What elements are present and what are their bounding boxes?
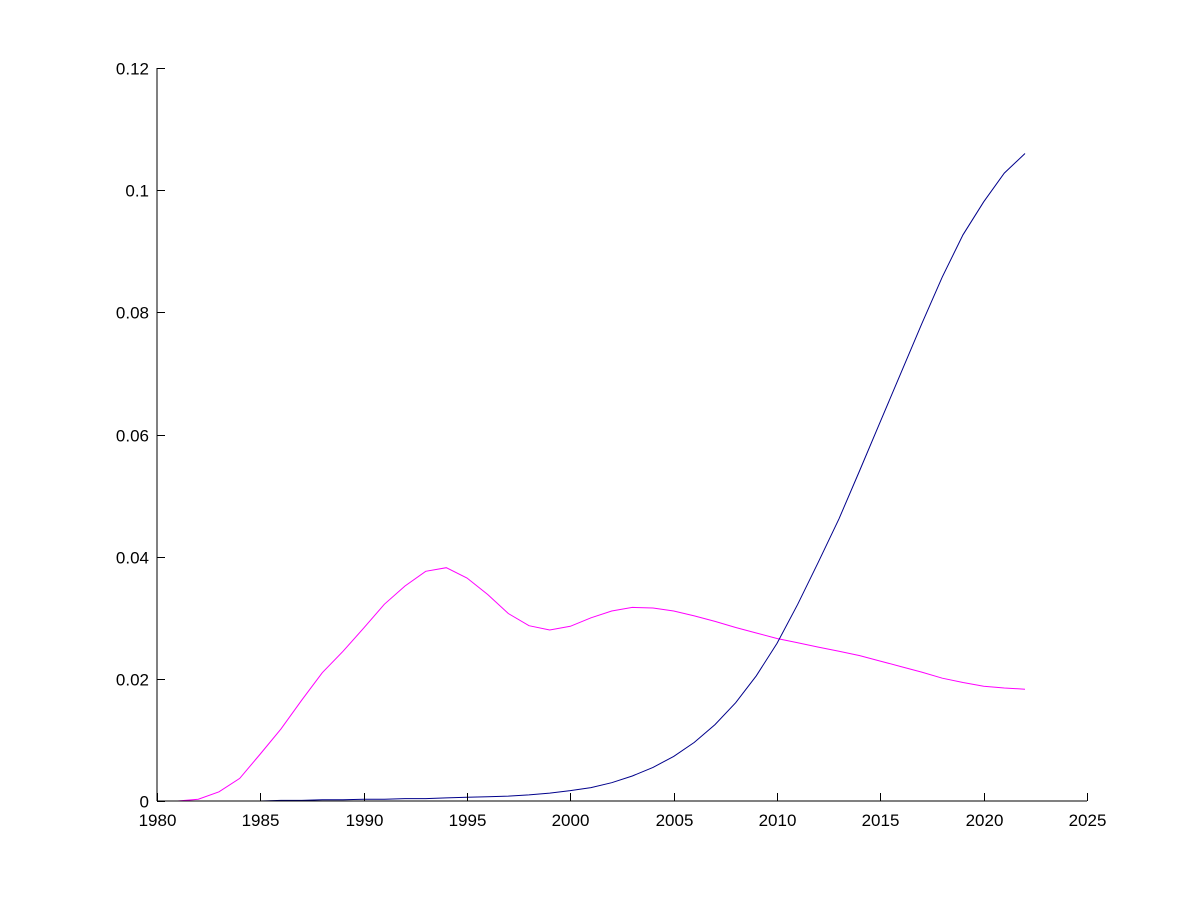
y-tick-label: 0.08 [116, 304, 149, 323]
x-tick-label: 2000 [552, 811, 590, 830]
series-line-2 [157, 153, 1026, 802]
x-tick-label: 2020 [966, 811, 1004, 830]
x-tick-label: 1980 [139, 811, 177, 830]
y-tick-label: 0.06 [116, 427, 149, 446]
x-tick-label: 2015 [862, 811, 900, 830]
x-tick-label: 2005 [656, 811, 694, 830]
y-tick-label: 0.1 [125, 182, 149, 201]
x-tick-label: 1995 [449, 811, 487, 830]
axes-layer: 1980 1985 1990 1995 2000 2005 2010 2015 2020 2025… [116, 60, 1107, 831]
x-tick-label: 2010 [759, 811, 797, 830]
series-line-1 [157, 567, 1026, 802]
y-tick-label: 0 [140, 793, 149, 812]
x-tick-label: 1990 [346, 811, 384, 830]
y-tick-label: 0.04 [116, 549, 149, 568]
x-tick-label: 1985 [242, 811, 280, 830]
y-tick-label: 0.12 [116, 60, 149, 79]
series-layer [157, 153, 1026, 802]
y-tick-label: 0.02 [116, 671, 149, 690]
x-tick-label: 2025 [1069, 811, 1107, 830]
